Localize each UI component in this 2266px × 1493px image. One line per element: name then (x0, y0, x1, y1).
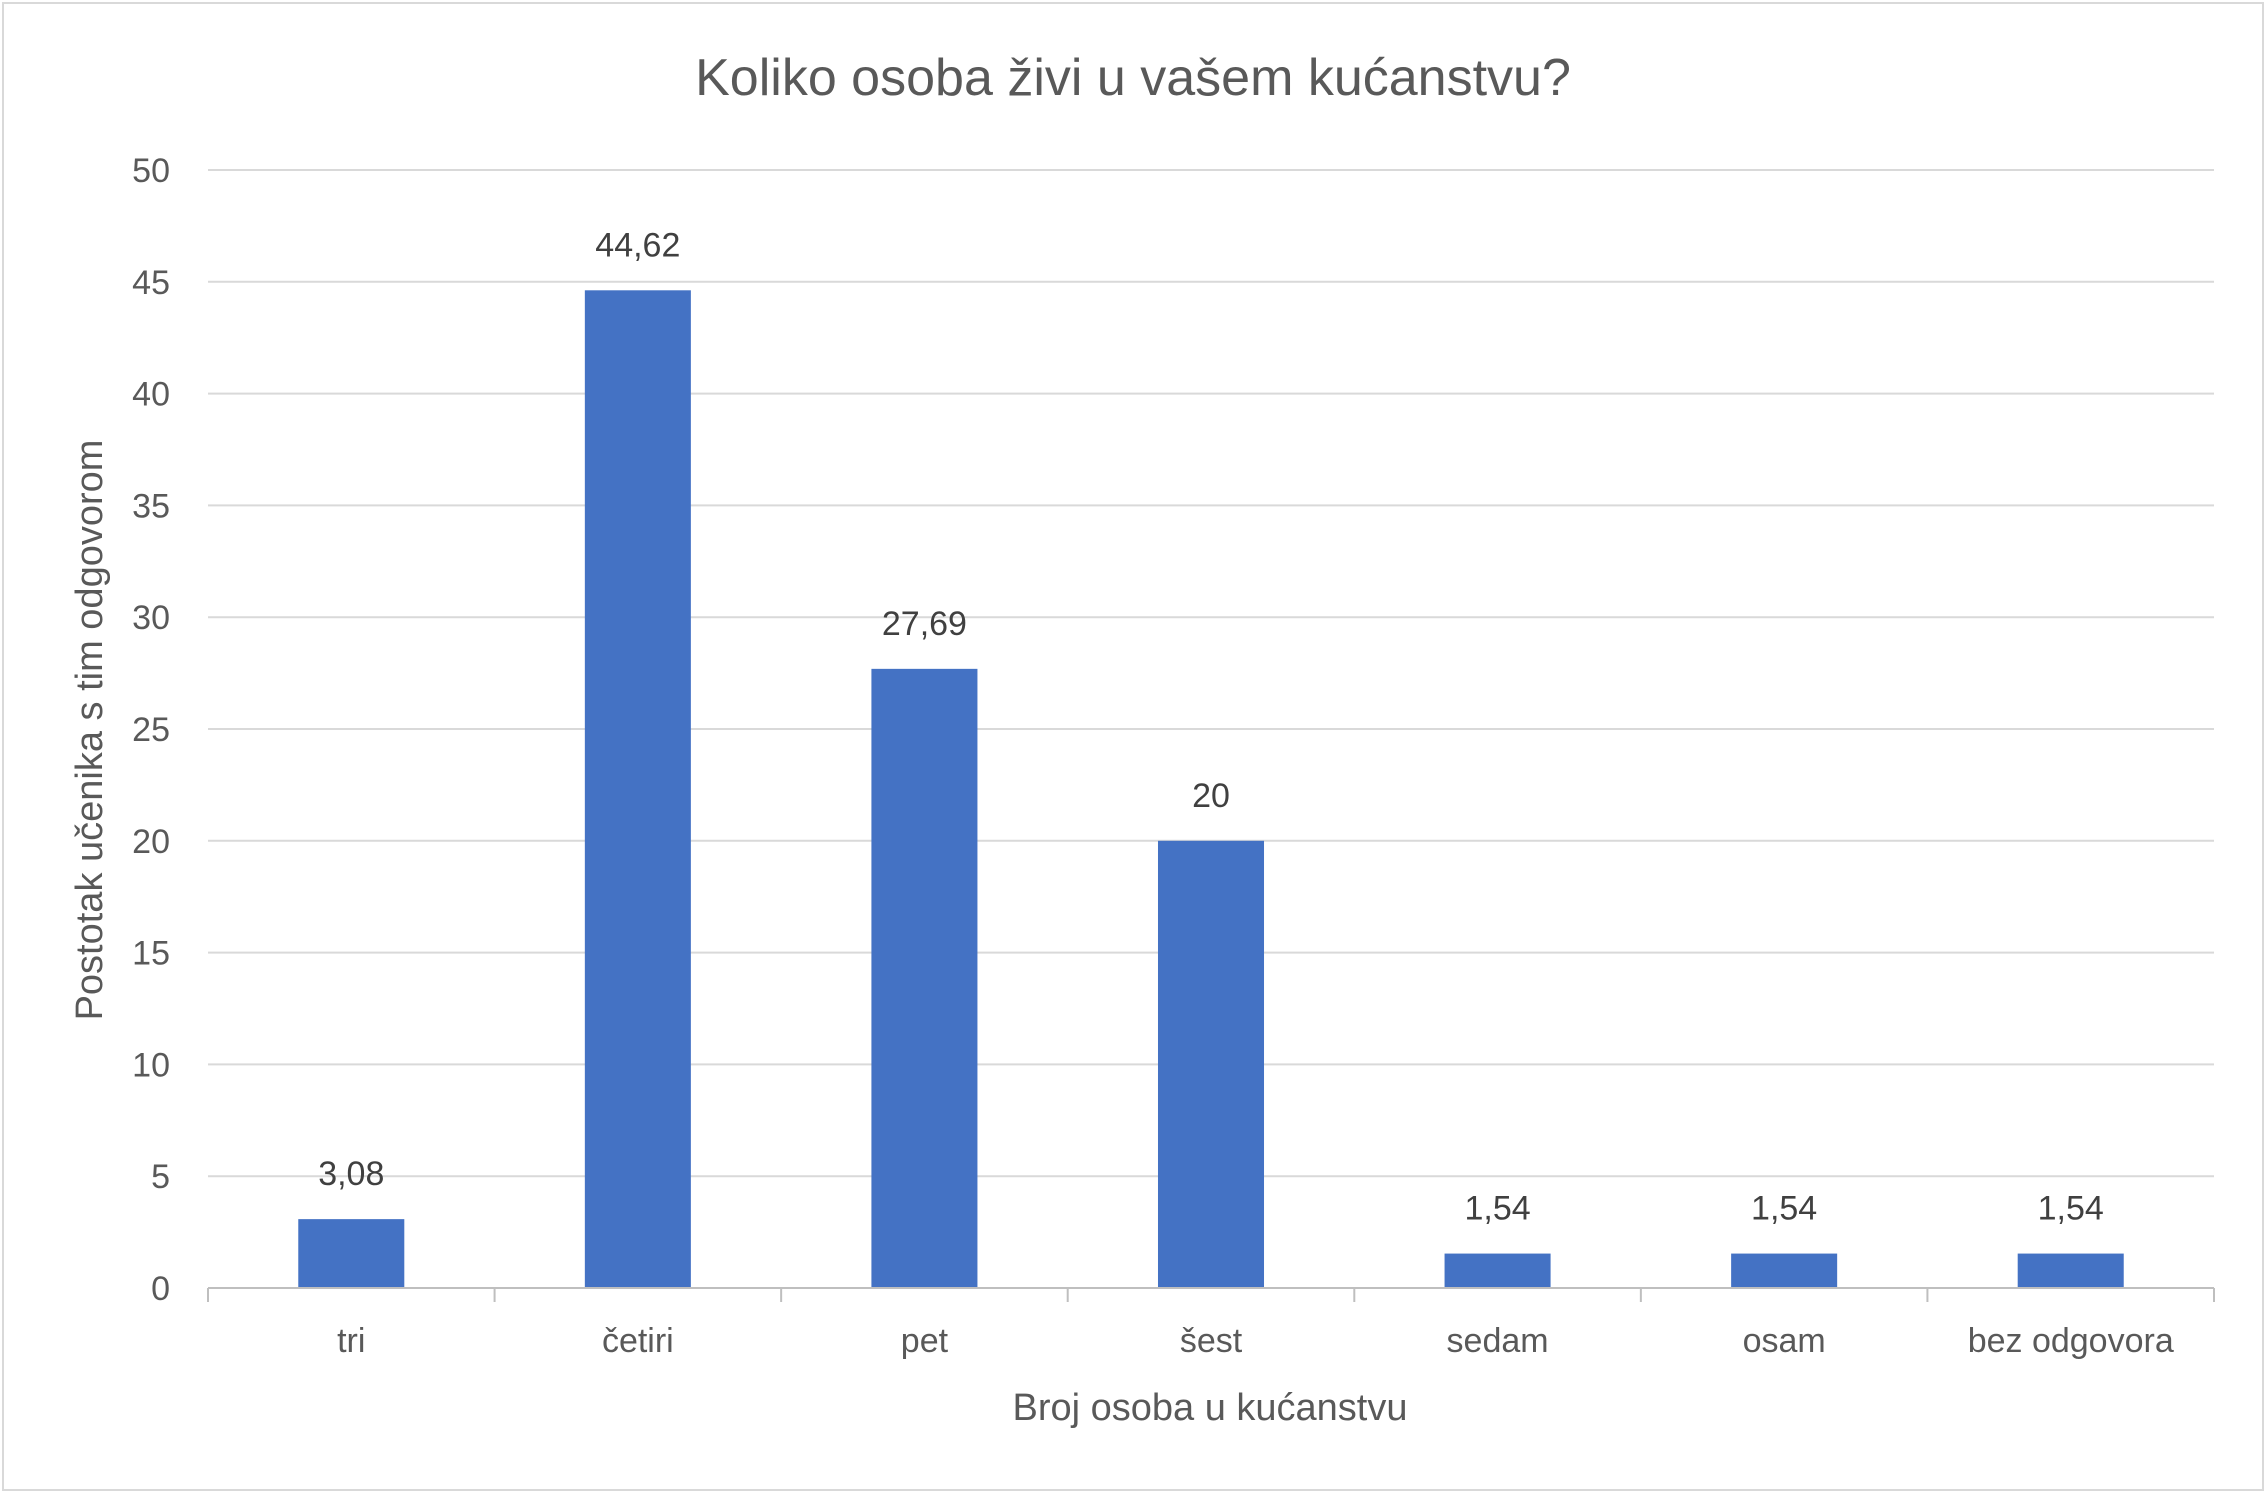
data-label: 20 (1192, 777, 1230, 815)
bar (1731, 1253, 1838, 1288)
y-axis-ticks: 0 5 10 15 20 25 30 35 40 45 50 (132, 152, 170, 1308)
data-label: 3,08 (318, 1155, 384, 1193)
data-label: 1,54 (1751, 1190, 1817, 1228)
y-tick-label: 50 (132, 152, 170, 190)
bar (584, 290, 691, 1288)
bars (298, 290, 2124, 1288)
x-tick-label: sedam (1447, 1322, 1549, 1360)
x-tick-label: šest (1180, 1322, 1243, 1360)
y-tick-label: 5 (151, 1158, 170, 1196)
x-axis: tri četiri pet šest sedam osam bez odgovora (207, 1287, 2215, 1360)
y-tick-label: 25 (132, 711, 170, 749)
bar (2017, 1253, 2124, 1288)
bar (1157, 840, 1265, 1288)
data-label: 1,54 (1464, 1190, 1530, 1228)
chart-title: Koliko osoba živi u vašem kućanstvu? (695, 49, 1571, 107)
y-tick-label: 45 (132, 264, 170, 302)
x-tick-label: tri (337, 1322, 365, 1360)
bar (1444, 1253, 1551, 1288)
x-tick-label: pet (901, 1322, 949, 1360)
y-tick-label: 40 (132, 376, 170, 414)
data-labels: 3,08 44,62 27,69 20 1,54 1,54 1,54 (318, 226, 2104, 1227)
y-tick-label: 20 (132, 823, 170, 861)
bar (871, 668, 978, 1288)
y-tick-label: 10 (132, 1046, 170, 1084)
y-axis-title: Postotak učenika s tim odgovorom (69, 440, 111, 1021)
y-tick-label: 30 (132, 599, 170, 637)
data-label: 1,54 (2038, 1190, 2104, 1228)
y-tick-label: 35 (132, 487, 170, 525)
gridlines (208, 169, 2214, 1178)
y-tick-label: 0 (151, 1270, 170, 1308)
x-axis-title: Broj osoba u kućanstvu (1012, 1387, 1407, 1429)
x-tick-label: četiri (602, 1322, 674, 1360)
data-label: 44,62 (595, 226, 680, 264)
x-tick-label: bez odgovora (1968, 1322, 2174, 1360)
x-tick-label: osam (1743, 1322, 1826, 1360)
y-tick-label: 15 (132, 935, 170, 973)
bar (298, 1219, 405, 1288)
data-label: 27,69 (882, 605, 967, 643)
